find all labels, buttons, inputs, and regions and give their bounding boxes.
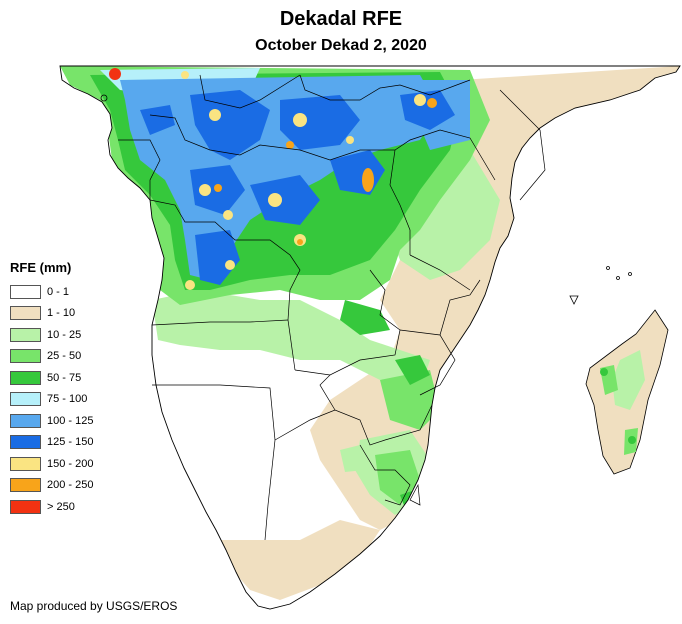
map-subtitle: October Dekad 2, 2020: [255, 37, 427, 54]
legend-item: 75 - 100: [10, 389, 93, 411]
legend-label: 0 - 1: [47, 285, 70, 298]
legend-swatch: [10, 435, 41, 450]
legend-item: > 250: [10, 496, 93, 518]
legend-label: 200 - 250: [47, 479, 94, 492]
legend-swatch: [10, 284, 41, 299]
legend-label: 50 - 75: [47, 371, 82, 384]
map-title: Dekadal RFE: [279, 8, 403, 30]
legend-label: 10 - 25: [47, 328, 82, 341]
legend-swatch: [10, 306, 41, 321]
legend-item: 125 - 150: [10, 432, 93, 454]
legend-item: 0 - 1: [10, 281, 93, 303]
legend-swatch: [10, 392, 41, 407]
credit-text: Map produced by USGS/EROS: [10, 599, 178, 613]
islands: [100, 94, 632, 305]
legend-item: 1 - 10: [10, 303, 93, 325]
legend-swatch: [10, 499, 41, 514]
country-borders: [118, 74, 546, 541]
legend: RFE (mm) 0 - 1 1 - 10 10 - 25 25 - 50 50 - 7…: [10, 260, 93, 518]
legend-label: 150 - 200: [47, 457, 94, 470]
legend-label: > 250: [47, 500, 75, 513]
legend-swatch: [10, 478, 41, 493]
legend-label: 1 - 10: [47, 307, 76, 320]
legend-item: 200 - 250: [10, 475, 93, 497]
legend-label: 125 - 150: [47, 436, 94, 449]
legend-swatch: [10, 327, 41, 342]
legend-swatch: [10, 413, 41, 428]
legend-swatch: [10, 349, 41, 364]
madagascar: [585, 309, 669, 475]
legend-label: 25 - 50: [47, 350, 82, 363]
legend-item: 150 - 200: [10, 453, 93, 475]
legend-label: 75 - 100: [47, 393, 88, 406]
legend-item: 50 - 75: [10, 367, 93, 389]
legend-item: 25 - 50: [10, 346, 93, 368]
legend-swatch: [10, 456, 41, 471]
legend-label: 100 - 125: [47, 414, 94, 427]
legend-title: RFE (mm): [10, 260, 72, 275]
legend-item: 10 - 25: [10, 324, 93, 346]
legend-item: 100 - 125: [10, 410, 93, 432]
legend-swatch: [10, 370, 41, 385]
